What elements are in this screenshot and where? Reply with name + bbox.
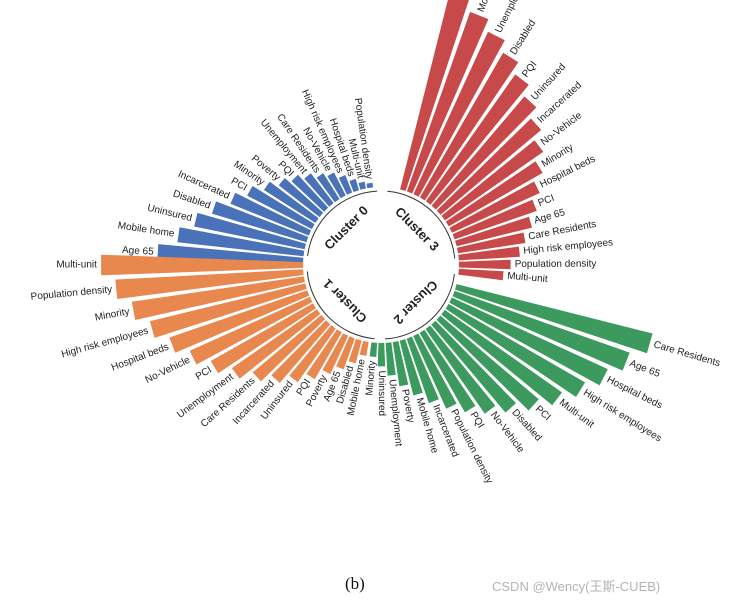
bar-label: Minority — [364, 360, 378, 396]
bar-pqi — [291, 174, 329, 212]
bar-multi-unit — [101, 254, 304, 276]
bar-poverty — [278, 178, 324, 218]
bar-no-vehicle — [441, 140, 544, 221]
bar-poverty — [322, 333, 349, 375]
bar-pci — [247, 186, 315, 230]
bar-unemployment — [385, 342, 396, 376]
bar-hospital-beds — [449, 181, 540, 233]
bar-minority — [445, 161, 543, 227]
bar-pqi — [419, 329, 476, 413]
cluster-label: Cluster 0 — [321, 203, 371, 253]
bar-population-density — [366, 182, 373, 189]
bar-no-vehicle — [327, 172, 346, 199]
bar-mobile-home — [406, 11, 489, 194]
cluster-label: Cluster 1 — [320, 276, 370, 326]
bar-population-density — [458, 259, 511, 270]
bar-incarcerated — [406, 336, 439, 404]
bar-no-vehicle — [425, 325, 496, 414]
bar-hospital-beds — [169, 290, 310, 353]
bar-age-65 — [336, 336, 355, 370]
bar-label: Disabled — [508, 18, 538, 57]
bar-label: Minority — [94, 306, 130, 323]
bar-label: Multi-unit — [56, 260, 97, 271]
bar-label: Mobile home — [117, 220, 176, 239]
bar-unemployment — [304, 173, 334, 207]
bar-care-residents — [316, 173, 340, 203]
bar-age-65 — [455, 216, 532, 247]
bar-label: Uninsured — [376, 370, 387, 416]
cluster-arc — [384, 273, 455, 340]
cluster-label: Cluster 3 — [392, 204, 442, 254]
bar-label: Multi-unit — [507, 271, 549, 286]
cluster-arc — [306, 271, 375, 340]
bar-pci — [210, 303, 316, 374]
bar-disabled — [211, 201, 309, 243]
bar-label: PCI — [537, 193, 557, 209]
bar-incarcerated — [436, 118, 542, 215]
bar-minority — [131, 276, 305, 320]
bar-mobile-home — [359, 340, 369, 356]
bar-multi-unit — [441, 309, 562, 406]
bar-multi-unit — [458, 268, 504, 281]
bar-high-risk-employees — [149, 283, 307, 338]
bar-hospital-beds — [449, 297, 608, 386]
bar-pci — [436, 315, 539, 411]
bar-label: Uninsured — [146, 203, 193, 225]
cluster-label: Cluster 2 — [391, 277, 441, 327]
figure-caption: (b) — [345, 574, 365, 593]
bar-unemployment — [413, 31, 505, 197]
bar-incarcerated — [271, 320, 331, 383]
bar-label: Age 65 — [628, 358, 662, 380]
bar-label: Population density — [30, 284, 112, 302]
cluster-arc — [387, 190, 456, 259]
bar-uninsured — [194, 212, 306, 250]
bar-pqi — [425, 74, 529, 205]
bar-minority — [263, 181, 319, 223]
bar-label: PCI — [194, 365, 214, 383]
bar-high-risk-employees — [338, 175, 353, 195]
bar-population-density — [115, 269, 304, 299]
bar-disabled — [348, 338, 362, 364]
bar-poverty — [400, 0, 469, 191]
bar-hospital-beds — [349, 178, 359, 192]
bar-high-risk-employees — [458, 246, 520, 261]
bar-uninsured — [289, 325, 336, 383]
bar-pqi — [306, 329, 342, 380]
bar-label: PQI — [520, 59, 539, 79]
bar-poverty — [392, 341, 409, 387]
bar-label: Age 65 — [533, 207, 567, 226]
bar-mobile-home — [399, 339, 423, 396]
cluster-arc — [307, 190, 378, 257]
bar-population-density — [413, 333, 457, 409]
watermark: CSDN @Wency(王斯-CUEB) — [492, 579, 661, 594]
bar-pci — [452, 199, 537, 240]
bar-label: PCI — [229, 176, 249, 194]
bar-label: Age 65 — [122, 245, 155, 258]
bar-high-risk-employees — [445, 303, 586, 397]
bar-unemployment — [231, 309, 321, 379]
bar-care-residents — [455, 284, 653, 354]
bar-care-residents — [252, 315, 325, 382]
bar-no-vehicle — [189, 296, 313, 365]
bar-care-residents — [457, 232, 526, 254]
bar-minority — [369, 342, 378, 357]
bar-age-65 — [452, 290, 630, 371]
bar-mobile-home — [177, 227, 305, 257]
bar-disabled — [431, 320, 516, 413]
bar-disabled — [419, 52, 519, 201]
bar-incarcerated — [230, 192, 312, 236]
bar-label: PCI — [533, 404, 553, 423]
bar-uninsured — [431, 96, 537, 210]
bar-multi-unit — [358, 181, 366, 190]
bar-uninsured — [377, 342, 386, 367]
bar-label: Population density — [515, 259, 597, 270]
bar-label: Care Residents — [652, 339, 721, 369]
bar-label: PQI — [468, 410, 486, 430]
